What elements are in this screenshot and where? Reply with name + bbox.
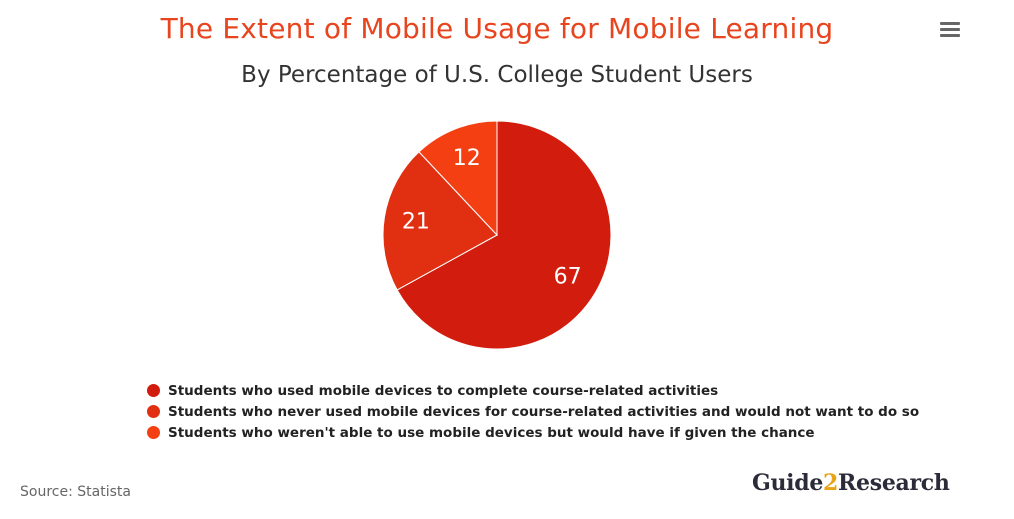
pie-slice-label-0: 67 — [554, 264, 582, 289]
chart-subtitle: By Percentage of U.S. College Student Us… — [241, 62, 753, 88]
legend-label-1: Students who never used mobile devices f… — [168, 403, 920, 420]
pie-slice-label-2: 12 — [453, 146, 481, 171]
legend-item-0[interactable]: Students who used mobile devices to comp… — [147, 380, 919, 401]
legend-marker-0 — [147, 384, 160, 397]
legend-marker-2 — [147, 426, 160, 439]
pie-slice-label-1: 21 — [402, 210, 430, 235]
pie-slice-0[interactable] — [396, 120, 612, 350]
legend-label-0: Students who used mobile devices to comp… — [168, 382, 719, 399]
pie-slice-1[interactable] — [382, 151, 498, 291]
pie-slice-2[interactable] — [418, 120, 498, 237]
hamburger-menu-icon[interactable] — [940, 22, 962, 40]
legend-item-1[interactable]: Students who never used mobile devices f… — [147, 401, 919, 422]
chart-legend: Students who used mobile devices to comp… — [147, 380, 919, 443]
guide2research-logo[interactable]: Guide2Research — [752, 470, 950, 496]
legend-marker-1 — [147, 405, 160, 418]
legend-label-2: Students who weren't able to use mobile … — [168, 424, 815, 441]
source-note: Source: Statista — [20, 484, 131, 500]
legend-item-2[interactable]: Students who weren't able to use mobile … — [147, 422, 919, 443]
chart-title: The Extent of Mobile Usage for Mobile Le… — [160, 12, 834, 45]
